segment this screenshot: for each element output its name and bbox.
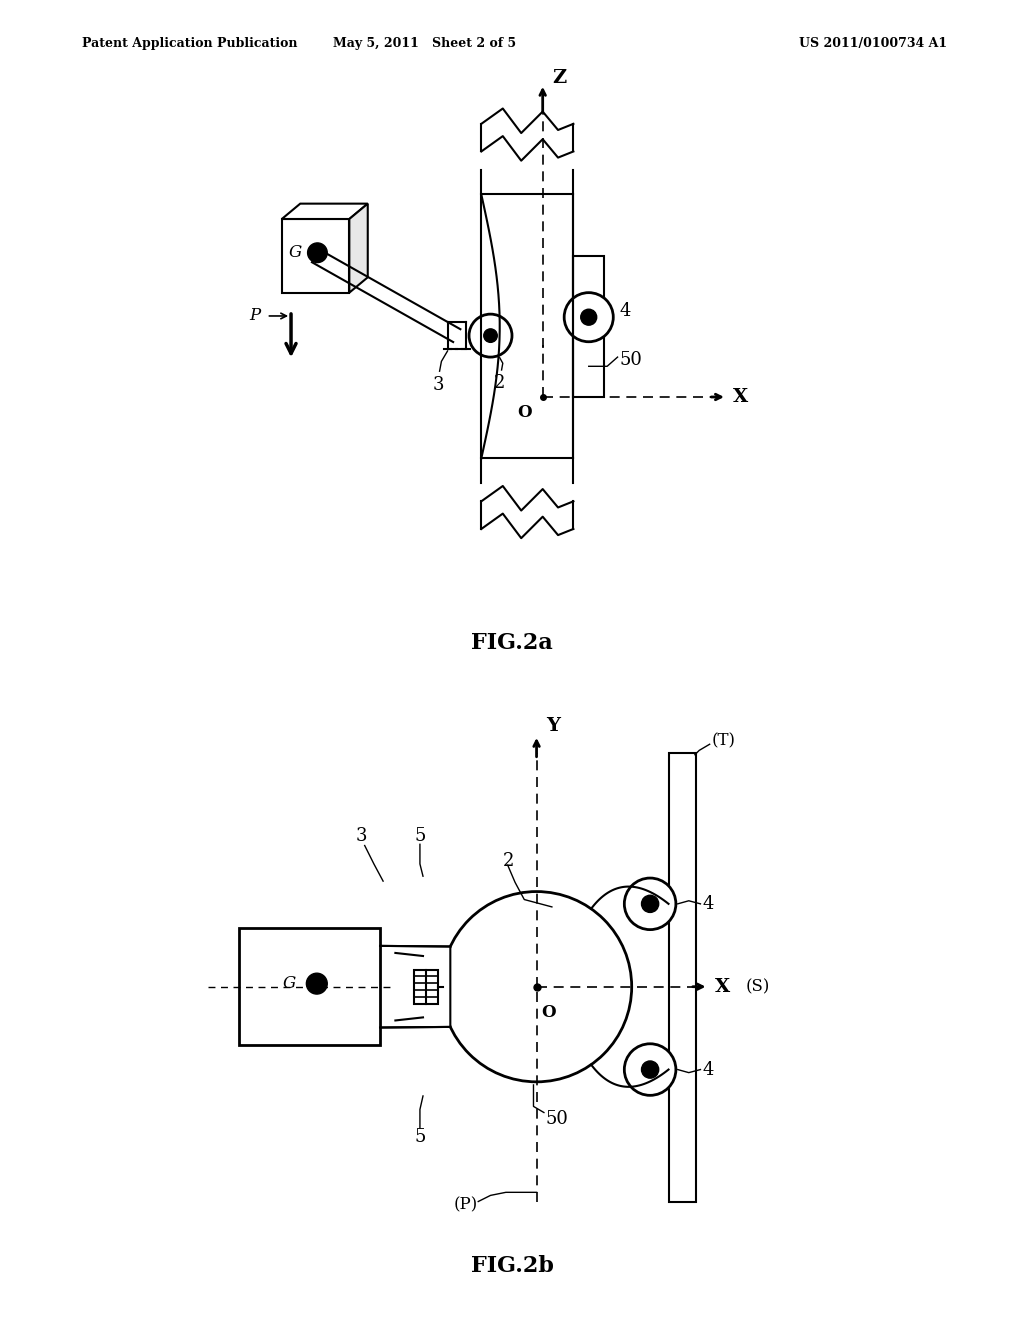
Text: X: X bbox=[715, 978, 730, 995]
Polygon shape bbox=[282, 203, 368, 219]
Circle shape bbox=[625, 1044, 676, 1096]
Polygon shape bbox=[349, 203, 368, 293]
Text: (P): (P) bbox=[454, 1196, 478, 1213]
Circle shape bbox=[641, 1061, 658, 1078]
Text: 2: 2 bbox=[494, 374, 506, 392]
Text: 50: 50 bbox=[546, 1110, 568, 1127]
Text: G: G bbox=[288, 244, 301, 261]
Text: 4: 4 bbox=[702, 895, 714, 913]
Text: US 2011/0100734 A1: US 2011/0100734 A1 bbox=[799, 37, 947, 50]
Text: FIG.2a: FIG.2a bbox=[471, 631, 553, 653]
Text: (S): (S) bbox=[745, 978, 770, 995]
Circle shape bbox=[483, 329, 498, 342]
Text: 50: 50 bbox=[620, 351, 642, 370]
Circle shape bbox=[625, 878, 676, 929]
Text: X: X bbox=[733, 388, 749, 407]
Text: 4: 4 bbox=[702, 1060, 714, 1078]
Text: O: O bbox=[517, 404, 531, 421]
Text: P: P bbox=[249, 308, 260, 325]
Text: 2: 2 bbox=[503, 851, 514, 870]
Bar bbox=[239, 928, 380, 1045]
Text: 3: 3 bbox=[432, 375, 444, 393]
Text: FIG.2b: FIG.2b bbox=[471, 1255, 553, 1276]
Text: O: O bbox=[542, 1005, 556, 1020]
Circle shape bbox=[641, 895, 658, 912]
Circle shape bbox=[469, 314, 512, 358]
Text: Z: Z bbox=[552, 69, 566, 87]
Circle shape bbox=[306, 973, 328, 994]
Text: (T): (T) bbox=[712, 733, 735, 750]
Text: May 5, 2011   Sheet 2 of 5: May 5, 2011 Sheet 2 of 5 bbox=[334, 37, 516, 50]
Circle shape bbox=[307, 243, 328, 263]
Bar bbox=[414, 970, 438, 1003]
Polygon shape bbox=[380, 946, 451, 1027]
Text: 5: 5 bbox=[415, 828, 426, 845]
Bar bbox=[573, 256, 604, 397]
Text: G: G bbox=[283, 975, 296, 993]
Circle shape bbox=[564, 293, 613, 342]
Text: Y: Y bbox=[546, 717, 560, 735]
Text: 3: 3 bbox=[356, 828, 368, 845]
Circle shape bbox=[581, 309, 597, 325]
Polygon shape bbox=[282, 219, 349, 293]
Circle shape bbox=[441, 891, 632, 1082]
Text: Patent Application Publication: Patent Application Publication bbox=[82, 37, 297, 50]
Text: 4: 4 bbox=[620, 302, 631, 319]
Bar bbox=[669, 754, 696, 1201]
Text: 5: 5 bbox=[415, 1129, 426, 1146]
